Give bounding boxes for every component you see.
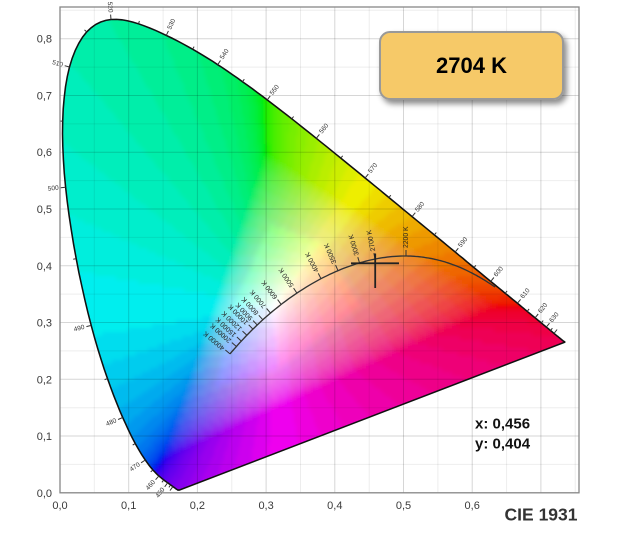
- svg-text:0,5: 0,5: [37, 204, 52, 216]
- svg-text:510: 510: [51, 59, 64, 69]
- svg-text:0,7: 0,7: [37, 91, 52, 103]
- svg-text:0,0: 0,0: [52, 500, 67, 512]
- svg-text:0,0: 0,0: [37, 488, 52, 500]
- svg-text:530: 530: [166, 18, 177, 31]
- svg-text:0,4: 0,4: [37, 261, 52, 273]
- svg-text:0,4: 0,4: [327, 500, 342, 512]
- svg-text:2200 K: 2200 K: [403, 226, 410, 248]
- svg-text:0,6: 0,6: [465, 500, 480, 512]
- svg-text:0,8: 0,8: [37, 34, 52, 46]
- svg-text:2700 K: 2700 K: [366, 229, 377, 252]
- svg-text:CIE 1931: CIE 1931: [505, 505, 578, 525]
- svg-text:490: 490: [73, 324, 86, 334]
- svg-text:y: 0,404: y: 0,404: [475, 436, 531, 453]
- svg-text:0,3: 0,3: [258, 500, 273, 512]
- svg-text:540: 540: [219, 48, 231, 61]
- svg-text:0,5: 0,5: [396, 500, 411, 512]
- svg-text:0,1: 0,1: [121, 500, 136, 512]
- svg-text:0,2: 0,2: [190, 500, 205, 512]
- svg-text:480: 480: [105, 417, 118, 428]
- svg-text:500: 500: [48, 185, 60, 193]
- svg-text:0,2: 0,2: [37, 374, 52, 386]
- svg-text:0,3: 0,3: [37, 318, 52, 330]
- svg-text:0,6: 0,6: [37, 147, 52, 159]
- svg-text:0,1: 0,1: [37, 431, 52, 443]
- svg-text:x: 0,456: x: 0,456: [475, 416, 530, 433]
- svg-text:2704 K: 2704 K: [436, 53, 507, 78]
